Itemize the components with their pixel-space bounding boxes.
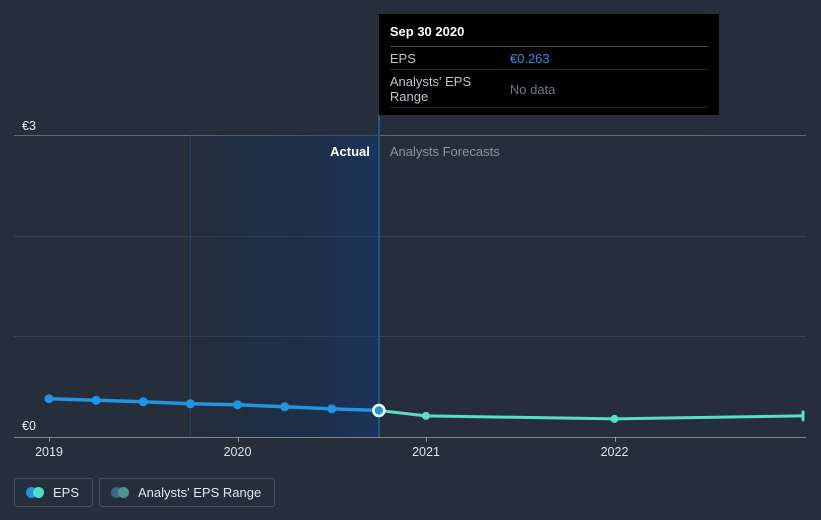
x-axis-label: 2022	[600, 445, 629, 459]
x-axis-tick	[237, 437, 239, 442]
chart-plot-area[interactable]	[14, 135, 806, 437]
legend-eps-button[interactable]: EPS	[14, 478, 94, 507]
data-point[interactable]	[327, 404, 337, 414]
x-axis-tick	[426, 437, 427, 442]
data-point[interactable]	[185, 399, 195, 409]
legend: EPS Analysts' EPS Range	[14, 478, 276, 507]
analysts-forecasts-label: Analysts Forecasts	[389, 144, 500, 159]
actual-label: Actual	[330, 144, 370, 159]
x-axis-line	[14, 437, 806, 438]
hovered-data-point[interactable]	[372, 403, 386, 418]
tooltip-date: Sep 30 2020	[389, 22, 708, 47]
tooltip: Sep 30 2020 EPS €0.263 Analysts' EPS Ran…	[378, 14, 719, 133]
y-axis-label-top: €3	[22, 119, 36, 133]
legend-eps-label: EPS	[53, 485, 80, 500]
data-point[interactable]	[280, 402, 290, 412]
x-axis-label: 2019	[35, 445, 63, 459]
eps-series-icon	[26, 487, 44, 498]
range-actual-dot-icon	[111, 487, 123, 498]
data-point[interactable]	[233, 400, 242, 410]
tooltip-range-value: No data	[509, 81, 556, 97]
legend-eps-range-label: Analysts' EPS Range	[138, 485, 262, 500]
tooltip-row-range: Analysts' EPS Range No data	[389, 70, 708, 108]
eps-actual-dot-icon	[26, 487, 37, 498]
y-axis-label-bottom: €0	[22, 419, 36, 433]
gridline	[14, 235, 806, 237]
range-forecast-dot-icon	[118, 487, 130, 498]
highlight-band	[190, 135, 380, 437]
tooltip-eps-value: €0.263	[509, 51, 550, 66]
eps-forecast-dot-icon	[33, 487, 44, 498]
data-point[interactable]	[44, 394, 54, 404]
gridline	[14, 135, 806, 136]
data-point[interactable]	[138, 397, 148, 407]
eps-range-series-icon	[111, 487, 130, 498]
x-axis-label: 2021	[412, 445, 440, 459]
eps-forecast-line	[377, 409, 805, 421]
legend-eps-range-button[interactable]: Analysts' EPS Range	[99, 478, 276, 507]
x-axis-tick	[614, 437, 616, 442]
data-point[interactable]	[422, 411, 430, 420]
gridline	[14, 336, 806, 338]
actual-forecast-divider	[377, 115, 380, 437]
tooltip-row-eps: EPS €0.263	[389, 47, 708, 70]
x-axis-tick	[49, 437, 50, 442]
x-axis-label: 2020	[223, 445, 252, 459]
eps-actual-line	[47, 396, 381, 413]
tooltip-spacer	[389, 108, 708, 133]
tooltip-range-label: Analysts' EPS Range	[389, 74, 472, 104]
tooltip-eps-label: EPS	[389, 51, 416, 66]
data-point[interactable]	[91, 395, 101, 405]
forecast-endcap	[801, 410, 805, 422]
data-point[interactable]	[610, 414, 619, 423]
